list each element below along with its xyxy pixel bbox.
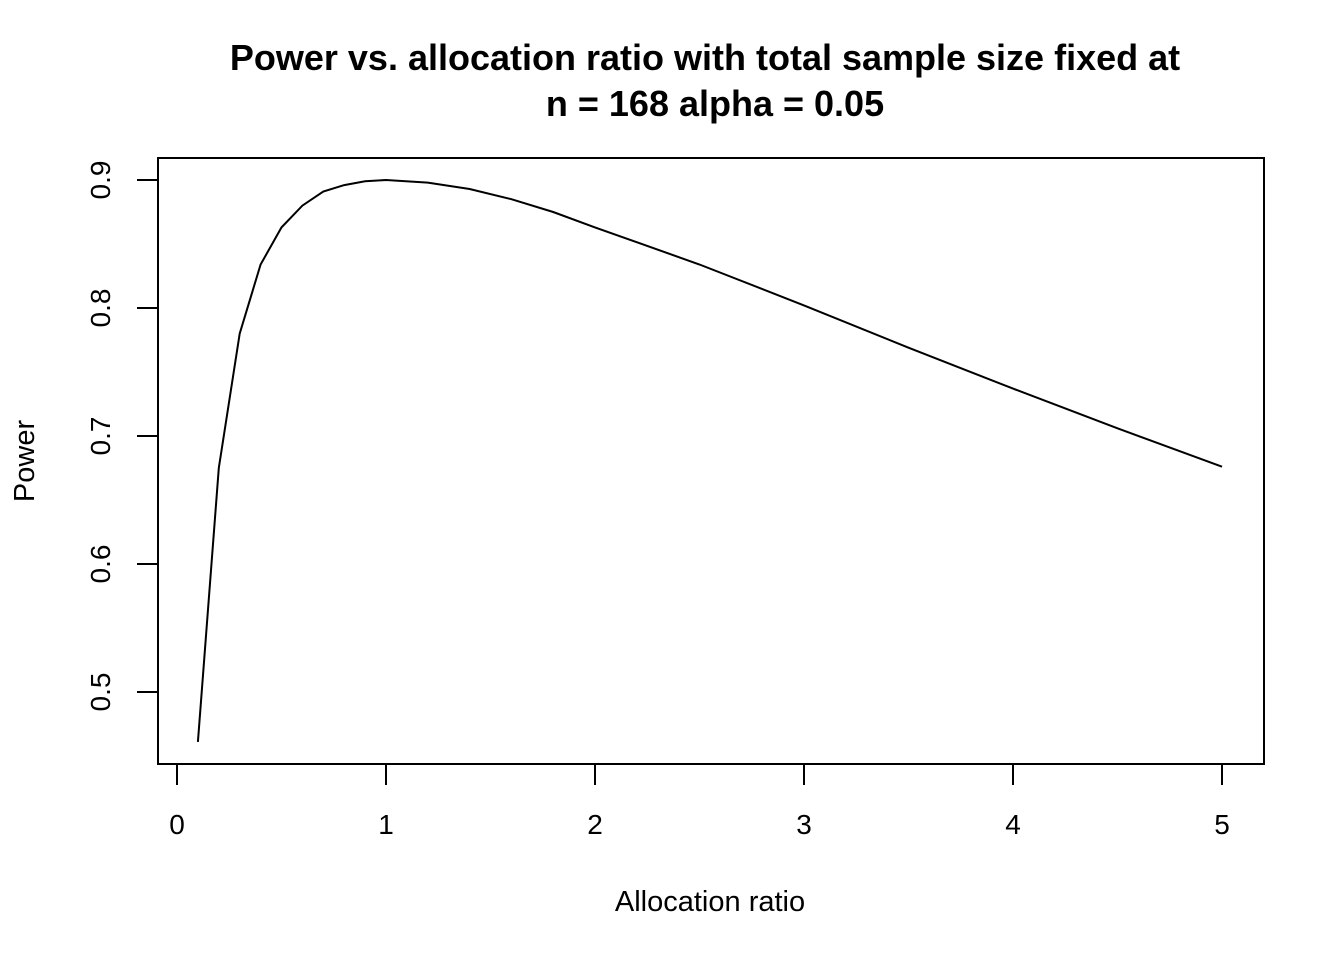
x-tick-label: 5 bbox=[1214, 809, 1230, 840]
y-tick-label: 0.7 bbox=[85, 417, 116, 456]
y-axis-label: Power bbox=[9, 420, 41, 503]
x-tick-label: 4 bbox=[1005, 809, 1021, 840]
plot-frame bbox=[157, 157, 1265, 765]
x-tick-label: 2 bbox=[587, 809, 603, 840]
chart-title-line-1: Power vs. allocation ratio with total sa… bbox=[230, 37, 1180, 78]
x-tick-label: 0 bbox=[169, 809, 185, 840]
power-curve-line bbox=[196, 178, 1223, 742]
x-axis-label: Allocation ratio bbox=[615, 886, 805, 918]
y-tick-label: 0.6 bbox=[85, 545, 116, 584]
x-axis: 0 1 2 3 4 5 bbox=[169, 763, 1230, 840]
y-tick-label: 0.9 bbox=[85, 161, 116, 200]
y-axis: 0.5 0.6 0.7 0.8 0.9 bbox=[85, 161, 159, 712]
y-tick-label: 0.5 bbox=[85, 673, 116, 712]
chart-title-line-2: n = 168 alpha = 0.05 bbox=[546, 83, 884, 124]
y-tick-label: 0.8 bbox=[85, 289, 116, 328]
x-tick-label: 3 bbox=[796, 809, 812, 840]
x-tick-label: 1 bbox=[378, 809, 394, 840]
